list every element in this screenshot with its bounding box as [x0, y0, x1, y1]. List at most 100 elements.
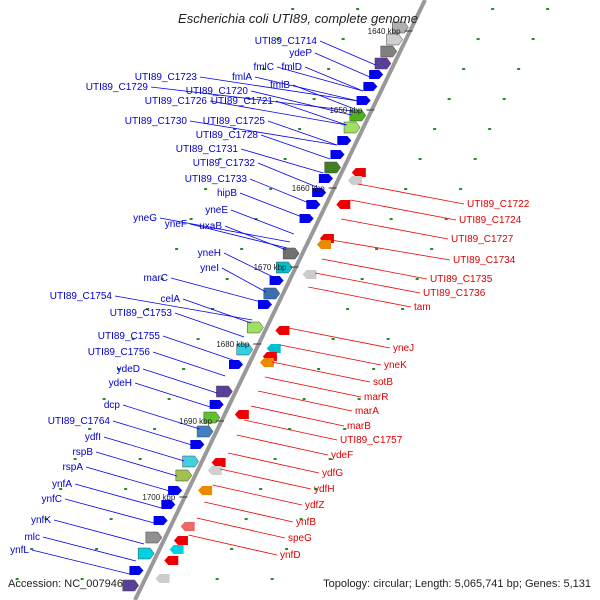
- tick-dot: [138, 458, 142, 460]
- forward-gene-block: [282, 247, 300, 260]
- left-label-leader: [250, 90, 352, 116]
- left-label-leader: [254, 76, 359, 102]
- tick-dot: [182, 368, 186, 370]
- tick-dot: [131, 338, 135, 340]
- tick-dot: [285, 548, 289, 550]
- left-gene-label: UTI89_C1728: [196, 130, 259, 141]
- left-gene-label: yneG: [133, 213, 157, 224]
- left-label-leader: [239, 192, 303, 218]
- right-label-leader: [350, 199, 457, 221]
- forward-gene-block: [392, 21, 409, 34]
- left-gene-label: marC: [144, 273, 168, 284]
- left-label-leader: [174, 312, 245, 338]
- right-label-leader: [204, 501, 294, 523]
- right-label-leader: [288, 327, 391, 349]
- left-label-leader: [114, 295, 253, 321]
- forward-gene-block: [324, 161, 342, 174]
- right-label-leader: [308, 286, 412, 308]
- tick-dot: [211, 308, 215, 310]
- right-gene-label: marR: [364, 392, 388, 403]
- right-label-leader: [314, 272, 421, 294]
- tick-dot: [225, 278, 229, 280]
- tick-dot: [360, 278, 364, 280]
- left-label-leader: [53, 519, 145, 545]
- left-label-leader: [260, 134, 331, 160]
- tick-marks: [15, 8, 550, 580]
- tick-dot: [215, 578, 219, 580]
- tick-dot: [415, 278, 419, 280]
- forward-gene-block: [363, 82, 378, 91]
- tick-dot: [167, 398, 171, 400]
- left-gene-label: UTI89_C1764: [48, 416, 111, 427]
- left-gene-label: yneF: [165, 219, 187, 230]
- tick-dot: [175, 248, 179, 250]
- right-gene-label: UTI89_C1724: [459, 215, 522, 226]
- left-gene-label: UTI89_C1753: [110, 308, 173, 319]
- forward-gene-block: [349, 109, 367, 122]
- reverse-gene-block: [266, 344, 281, 353]
- tick-dot: [124, 488, 128, 490]
- reverse-gene-block: [259, 358, 274, 367]
- right-gene-label: UTI89_C1734: [453, 255, 516, 266]
- tick-dot: [262, 68, 266, 70]
- tick-dot: [418, 158, 422, 160]
- forward-gene-block: [209, 400, 224, 409]
- right-gene-label: ynfD: [280, 550, 301, 561]
- tick-dot: [401, 308, 405, 310]
- left-gene-label: UTI89_C1714: [255, 36, 318, 47]
- left-gene-label: fmlD: [281, 62, 302, 73]
- topology-summary: Topology: circular; Length: 5,065,741 bp…: [323, 578, 591, 590]
- right-label-leader: [271, 361, 371, 383]
- left-gene-label: rspA: [62, 462, 83, 473]
- forward-gene-block: [161, 500, 176, 509]
- right-label-leader: [341, 218, 449, 240]
- tick-dot: [95, 548, 99, 550]
- kbp-label: 1700 kbp: [142, 493, 175, 502]
- map-title: Escherichia coli UTI89, complete genome: [178, 11, 418, 26]
- right-gene-label: yneK: [384, 360, 407, 371]
- right-label-leader: [243, 419, 338, 441]
- reverse-gene-block: [207, 466, 222, 475]
- right-gene-label: marB: [347, 421, 371, 432]
- forward-gene-block: [269, 276, 284, 285]
- tick-dot: [531, 38, 535, 40]
- kbp-label: 1660 kbp: [292, 184, 325, 193]
- forward-gene-block: [343, 121, 361, 134]
- left-gene-label: UTI89_C1755: [98, 331, 161, 342]
- left-label-leader: [152, 351, 226, 377]
- forward-gene-block: [175, 469, 193, 482]
- tick-dot: [88, 428, 92, 430]
- right-gene-label: UTI89_C1722: [467, 199, 530, 210]
- left-gene-label: UTI89_C1730: [125, 116, 188, 127]
- tick-dot: [240, 248, 244, 250]
- forward-gene-block: [337, 136, 352, 145]
- right-label-leader: [212, 484, 303, 506]
- tick-dot: [444, 218, 448, 220]
- tick-dot: [102, 398, 106, 400]
- right-gene-label: ydfH: [314, 484, 335, 495]
- left-gene-label: hipB: [217, 188, 237, 199]
- left-label-leader: [304, 66, 364, 92]
- left-label-leader: [103, 436, 185, 462]
- left-gene-label: fmlA: [232, 72, 252, 83]
- left-gene-label: UTI89_C1729: [86, 82, 149, 93]
- left-label-leader: [267, 120, 338, 146]
- tick-dot: [476, 38, 480, 40]
- left-label-leader: [162, 335, 234, 361]
- left-gene-label: yneI: [200, 263, 219, 274]
- right-gene-label: UTI89_C1727: [451, 234, 514, 245]
- tick-dot: [462, 68, 466, 70]
- left-label-leader: [42, 536, 136, 562]
- left-gene-label: ynfK: [31, 515, 51, 526]
- left-gene-label: UTI89_C1723: [135, 72, 198, 83]
- forward-gene-block: [356, 96, 371, 105]
- left-label-leader: [240, 148, 324, 174]
- left-label-leader: [31, 549, 130, 575]
- left-gene-label: ynfC: [41, 494, 62, 505]
- left-gene-label: yneE: [205, 205, 228, 216]
- reverse-gene-block: [336, 200, 351, 209]
- left-gene-label: ynfL: [10, 545, 29, 556]
- left-gene-label: ydfI: [85, 432, 101, 443]
- reverse-gene-block: [234, 410, 249, 419]
